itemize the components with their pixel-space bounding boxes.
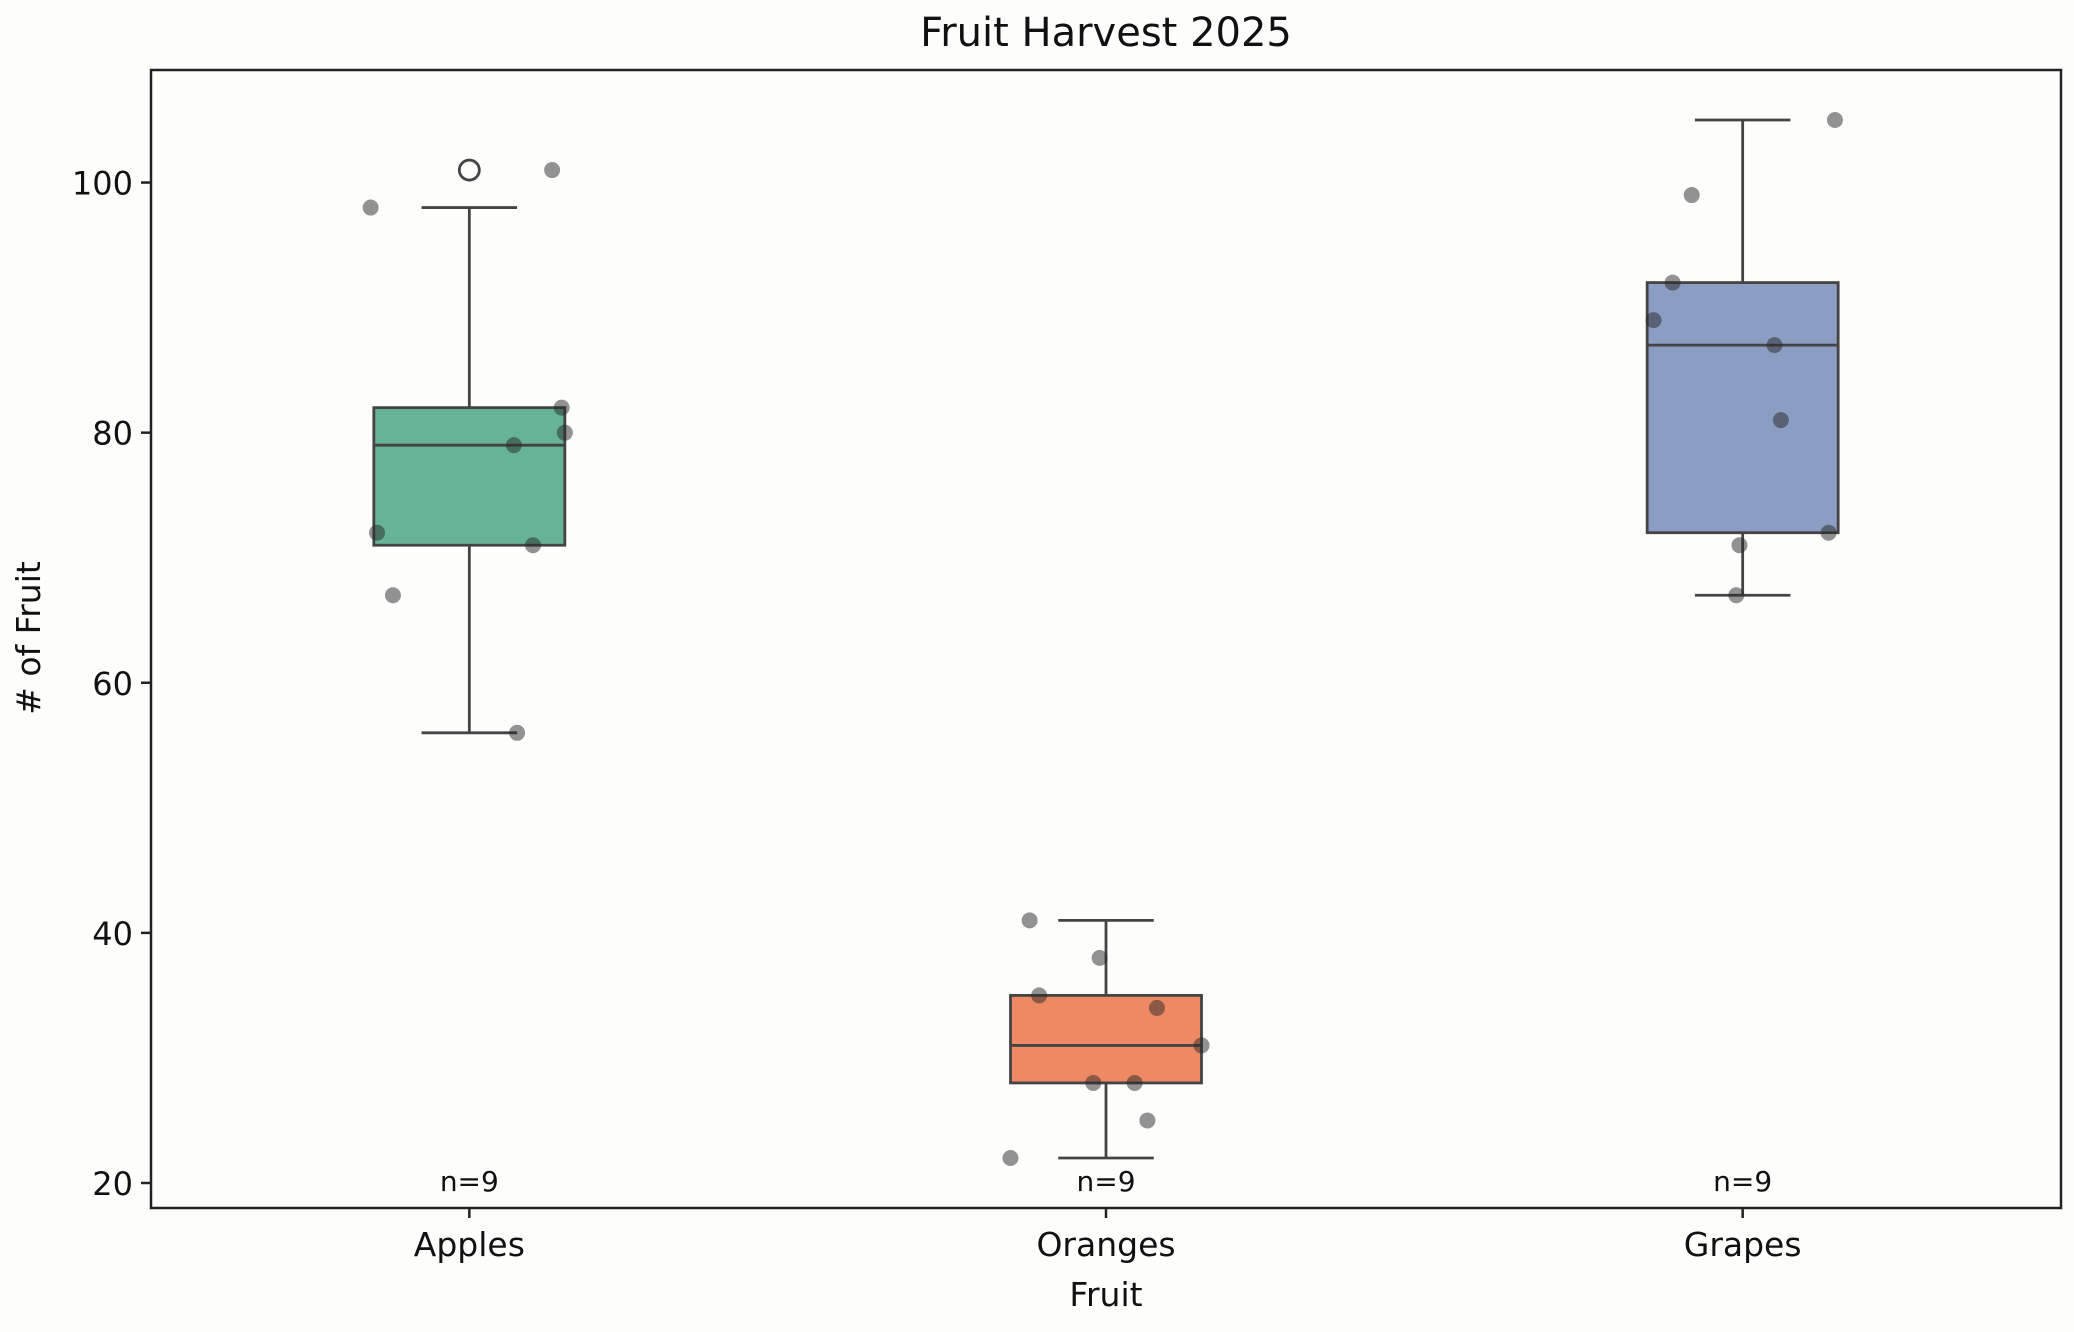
data-point [1002, 1149, 1019, 1166]
data-point [1031, 987, 1048, 1004]
data-point [1731, 537, 1748, 554]
data-point [553, 399, 570, 416]
y-tick-label: 20 [92, 1165, 133, 1203]
data-point [1683, 187, 1700, 204]
data-point [1126, 1074, 1143, 1091]
data-point [1021, 912, 1038, 929]
box-iqr [372, 406, 567, 547]
x-axis-label: Fruit [1069, 1275, 1142, 1314]
data-point [1820, 524, 1837, 541]
y-tick-label: 100 [72, 165, 133, 203]
x-tick-label: Grapes [1684, 1225, 1802, 1264]
data-point [1645, 312, 1662, 329]
data-point [1728, 587, 1745, 604]
data-point [525, 537, 541, 554]
x-tick-label: Apples [414, 1225, 525, 1264]
data-point [1139, 1112, 1156, 1129]
data-point [1091, 949, 1108, 966]
x-tick-label: Oranges [1036, 1225, 1175, 1264]
box-iqr [1009, 994, 1203, 1085]
data-point [369, 524, 386, 541]
count-label: n=9 [440, 1165, 499, 1198]
data-point [509, 724, 526, 741]
y-axis-label: # of Fruit [9, 561, 48, 715]
chart-title: Fruit Harvest 2025 [920, 10, 1292, 56]
data-point [544, 162, 561, 179]
data-point [505, 437, 522, 454]
data-point [1772, 412, 1789, 429]
y-tick-label: 40 [92, 915, 133, 953]
data-point [556, 424, 573, 441]
box-group-apples: n=9 [362, 158, 573, 1198]
axes: 20 40 60 80 100 Apples Oranges Grapes [72, 165, 1802, 1264]
plot-area: n=9 n=9 n=9 [362, 112, 1843, 1198]
outlier-marker [457, 158, 481, 182]
y-tick-label: 60 [92, 665, 133, 703]
data-point [384, 587, 401, 604]
box-group-grapes: n=9 [1645, 112, 1843, 1198]
data-point [1148, 999, 1165, 1016]
data-point [1826, 112, 1843, 129]
data-point [362, 199, 379, 216]
data-point [1766, 337, 1783, 354]
y-tick-label: 80 [92, 415, 133, 453]
count-label: n=9 [1076, 1165, 1135, 1198]
data-point [1664, 274, 1681, 291]
count-label: n=9 [1713, 1165, 1772, 1198]
data-point [1085, 1074, 1102, 1091]
data-point [1193, 1037, 1210, 1054]
box-iqr [1645, 281, 1840, 535]
box-group-oranges: n=9 [1002, 912, 1210, 1198]
